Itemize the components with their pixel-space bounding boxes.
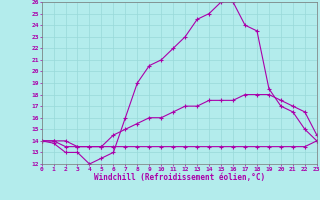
X-axis label: Windchill (Refroidissement éolien,°C): Windchill (Refroidissement éolien,°C): [94, 173, 265, 182]
